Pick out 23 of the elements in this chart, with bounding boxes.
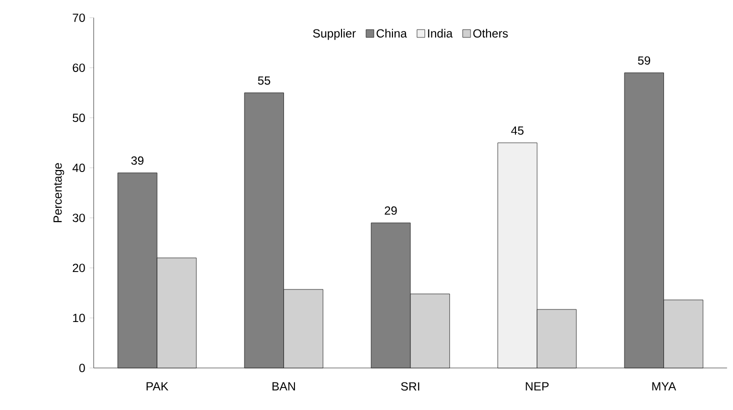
legend-label: China (376, 28, 407, 38)
y-tick-label: 60 (72, 63, 85, 72)
x-tick-label: NEP (526, 382, 549, 390)
x-tick-label: SRI (401, 382, 420, 390)
legend-label: India (428, 28, 453, 38)
y-tick-label: 50 (72, 113, 85, 122)
data-label: 59 (638, 56, 650, 65)
y-tick-label: 30 (72, 214, 85, 222)
y-axis-title: Percentage (54, 162, 64, 222)
y-tick-label: 10 (73, 314, 85, 322)
x-tick-label: BAN (272, 382, 295, 390)
data-label: 45 (511, 126, 524, 135)
data-label: 39 (131, 156, 144, 165)
x-tick-label: MYA (652, 382, 676, 390)
y-tick-label: 70 (72, 13, 85, 22)
y-tick-label: 0 (79, 364, 85, 372)
y-tick-label: 40 (72, 163, 85, 172)
legend-label: Others (473, 28, 508, 38)
x-tick-label: PAK (146, 382, 168, 390)
y-tick-label: 20 (72, 264, 85, 272)
data-label: 29 (384, 206, 397, 215)
data-label: 55 (258, 76, 270, 85)
legend-title: Supplier (313, 28, 356, 40)
